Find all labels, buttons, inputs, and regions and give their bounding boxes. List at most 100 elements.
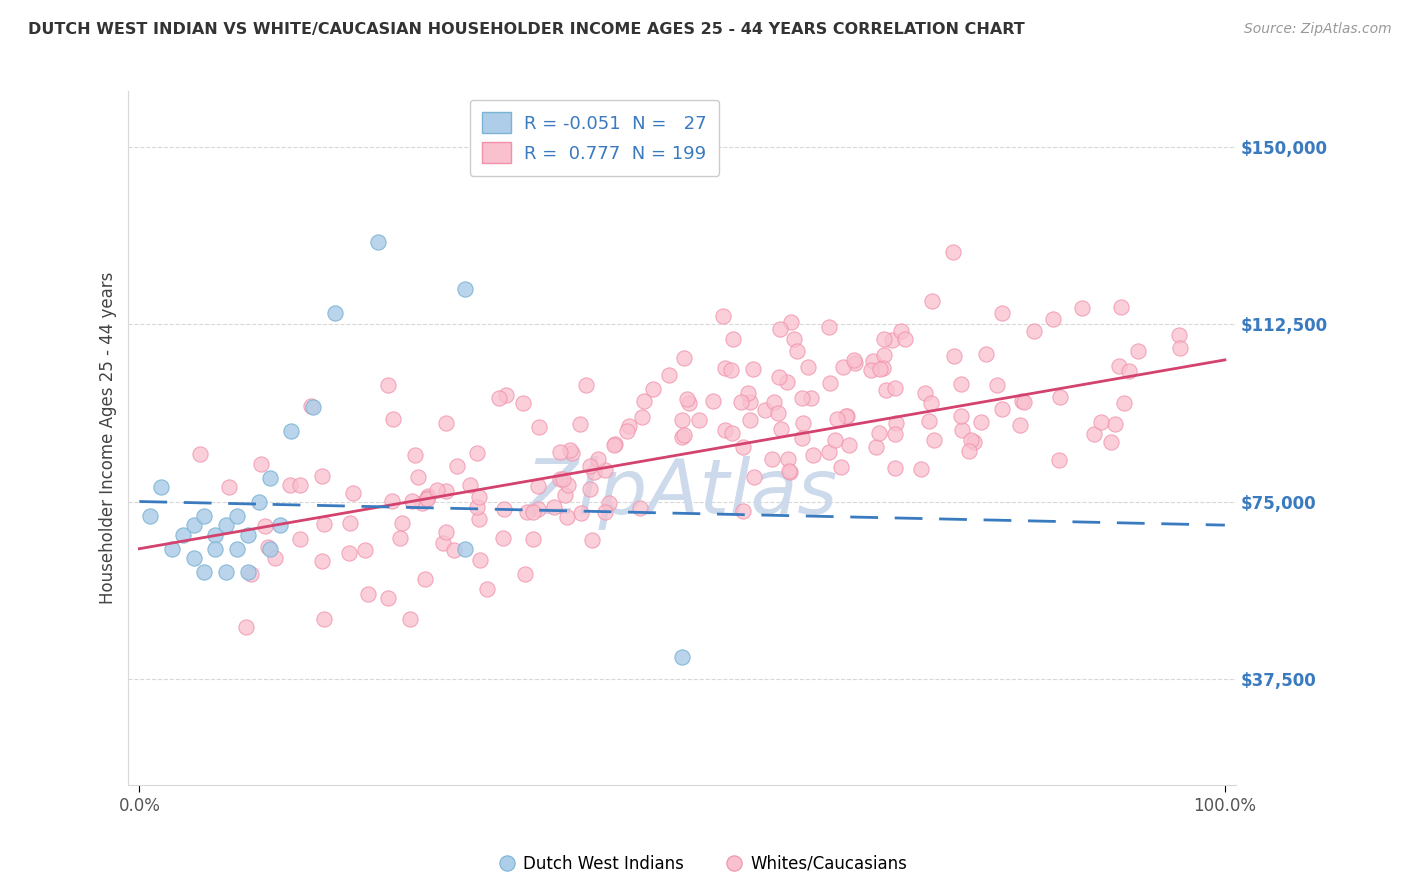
Point [311, 554, 333, 568]
Point [416, 491, 439, 506]
Point [218, 480, 240, 494]
Point [1024, 325, 1046, 339]
Point [434, 484, 457, 499]
Point [454, 282, 477, 296]
Point [835, 409, 858, 423]
Point [875, 383, 897, 397]
Point [381, 494, 404, 508]
Point [311, 468, 333, 483]
Point [838, 438, 860, 452]
Point [247, 494, 270, 508]
Point [235, 620, 257, 634]
Point [920, 396, 942, 410]
Point [522, 533, 544, 547]
Point [377, 377, 399, 392]
Point [561, 446, 583, 460]
Point [921, 293, 943, 308]
Point [411, 495, 433, 509]
Point [974, 347, 997, 361]
Point [952, 423, 974, 437]
Point [475, 582, 498, 597]
Point [676, 392, 699, 406]
Point [872, 361, 894, 376]
Point [778, 464, 800, 478]
Point [256, 540, 278, 554]
Point [280, 424, 302, 438]
Point [578, 458, 600, 473]
Point [1118, 364, 1140, 378]
Point [236, 566, 259, 580]
Point [776, 452, 799, 467]
Point [290, 478, 312, 492]
Point [204, 541, 226, 556]
Point [792, 431, 814, 445]
Point [883, 427, 905, 442]
Point [172, 527, 194, 541]
Point [801, 449, 824, 463]
Point [776, 375, 799, 389]
Point [1042, 312, 1064, 326]
Point [416, 489, 439, 503]
Point [522, 505, 544, 519]
Point [488, 391, 510, 405]
Point [782, 332, 804, 346]
Point [342, 485, 364, 500]
Point [446, 459, 468, 474]
Point [970, 415, 993, 429]
Point [761, 451, 783, 466]
Point [467, 446, 489, 460]
Point [377, 591, 399, 605]
Point [720, 426, 742, 441]
Point [617, 418, 640, 433]
Point [673, 351, 696, 365]
Legend: R = -0.051  N =   27, R =  0.777  N = 199: R = -0.051 N = 27, R = 0.777 N = 199 [470, 100, 718, 176]
Point [671, 650, 693, 665]
Point [465, 500, 488, 514]
Point [513, 566, 536, 581]
Point [554, 488, 576, 502]
Point [742, 470, 765, 484]
Point [426, 483, 449, 497]
Point [830, 459, 852, 474]
Point [512, 396, 534, 410]
Point [672, 428, 695, 442]
Point [598, 496, 620, 510]
Point [553, 471, 575, 485]
Point [468, 511, 491, 525]
Point [733, 503, 755, 517]
Point [240, 567, 263, 582]
Point [723, 332, 745, 346]
Point [434, 525, 457, 540]
Point [354, 543, 377, 558]
Point [391, 516, 413, 530]
Point [880, 333, 903, 347]
Legend: Dutch West Indians, Whites/Caucasians: Dutch West Indians, Whites/Caucasians [492, 848, 914, 880]
Y-axis label: Householder Income Ages 25 - 44 years: Householder Income Ages 25 - 44 years [100, 271, 117, 604]
Point [436, 416, 458, 430]
Point [910, 461, 932, 475]
Point [616, 425, 638, 439]
Point [731, 440, 754, 454]
Point [193, 508, 215, 523]
Point [1008, 418, 1031, 433]
Point [633, 394, 655, 409]
Point [367, 235, 389, 249]
Point [991, 306, 1014, 320]
Point [825, 412, 848, 426]
Point [986, 377, 1008, 392]
Text: Source: ZipAtlas.com: Source: ZipAtlas.com [1244, 22, 1392, 37]
Point [404, 448, 426, 462]
Point [959, 433, 981, 447]
Point [779, 465, 801, 479]
Point [406, 469, 429, 483]
Point [215, 566, 238, 580]
Point [470, 553, 492, 567]
Point [568, 417, 591, 431]
Point [702, 393, 724, 408]
Point [529, 420, 551, 434]
Point [818, 445, 841, 459]
Point [516, 505, 538, 519]
Point [962, 434, 984, 449]
Point [226, 508, 249, 523]
Point [720, 363, 742, 377]
